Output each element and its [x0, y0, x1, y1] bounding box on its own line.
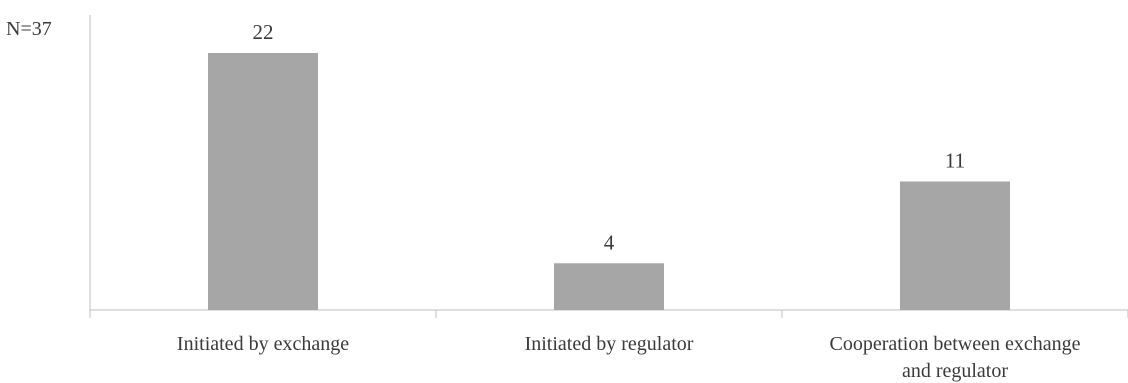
- category-label: Initiated by exchange: [177, 333, 349, 355]
- category-label: and regulator: [902, 360, 1008, 382]
- data-labels-group: 22 4 11: [253, 20, 966, 254]
- bar: [900, 181, 1010, 310]
- data-label: 4: [604, 230, 615, 254]
- bars-group: [208, 53, 1010, 310]
- category-labels-group: Initiated by exchange Initiated by regula…: [177, 333, 1081, 382]
- sample-size-note: N=37: [6, 18, 52, 40]
- data-label: 11: [945, 149, 965, 173]
- category-label: Initiated by regulator: [525, 333, 694, 355]
- category-label: Cooperation between exchange: [829, 333, 1080, 355]
- x-axis-ticks: [89, 310, 1128, 318]
- bar: [208, 53, 318, 310]
- bar: [554, 263, 664, 310]
- data-label: 22: [253, 20, 274, 44]
